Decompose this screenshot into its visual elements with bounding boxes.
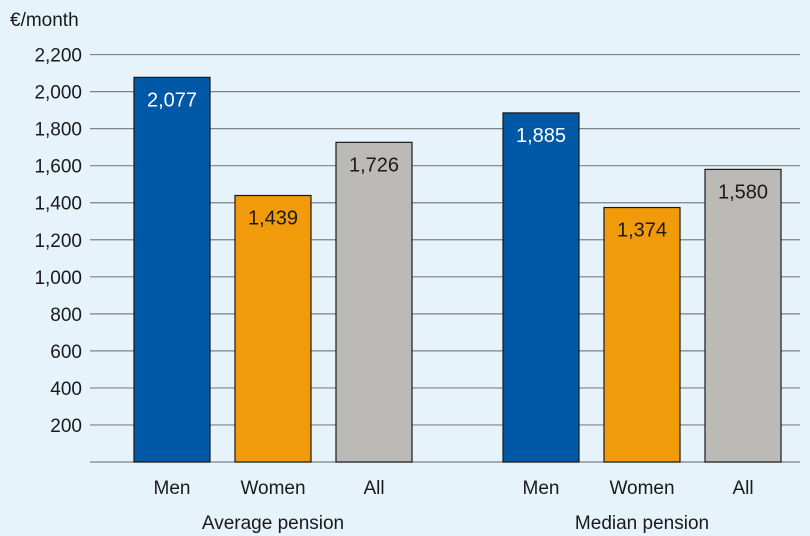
- y-axis-tick-labels: 200 400 600 800 1,000 1,200 1,400 1,600 1,800 2,0…: [34, 46, 82, 437]
- bar-median-women: [603, 206, 681, 463]
- y-tick-label: 1,600: [34, 157, 82, 178]
- group-label: Median pension: [575, 513, 709, 534]
- bar-data-label: 1,374: [617, 220, 667, 242]
- y-tick-label: 1,000: [34, 268, 82, 289]
- y-tick-label: 1,800: [34, 120, 82, 141]
- bar-median-men: [502, 112, 580, 463]
- y-tick-label: 800: [50, 305, 82, 326]
- y-axis-unit-label: €/month: [10, 10, 79, 31]
- group-label: Average pension: [202, 513, 344, 534]
- bar-data-label: 1,439: [248, 207, 298, 229]
- category-label: All: [732, 478, 753, 499]
- bar-average-women: [234, 194, 312, 463]
- bar-data-label: 1,885: [516, 125, 566, 147]
- category-label: Women: [240, 478, 305, 499]
- bar-average-all: [335, 141, 413, 463]
- bars: 2,077 1,439 1,726 1,885 1,374 1,580: [133, 76, 782, 463]
- bar-data-label: 1,726: [349, 154, 399, 176]
- y-tick-label: 1,400: [34, 194, 82, 215]
- category-label: Women: [609, 478, 674, 499]
- category-label: Men: [523, 478, 560, 499]
- y-tick-label: 2,200: [34, 46, 82, 67]
- x-axis-labels: Men Women All Average pension Men Women All Med…: [154, 478, 754, 534]
- y-tick-label: 400: [50, 379, 82, 400]
- y-tick-label: 600: [50, 342, 82, 363]
- bar-average-men: [133, 76, 211, 463]
- category-label: All: [363, 478, 384, 499]
- category-label: Men: [154, 478, 191, 499]
- y-tick-label: 2,000: [34, 83, 82, 104]
- bar-median-all: [704, 168, 782, 463]
- bar-data-label: 1,580: [718, 181, 768, 203]
- y-tick-label: 1,200: [34, 231, 82, 252]
- bar-data-label: 2,077: [147, 89, 197, 111]
- y-tick-label: 200: [50, 416, 82, 437]
